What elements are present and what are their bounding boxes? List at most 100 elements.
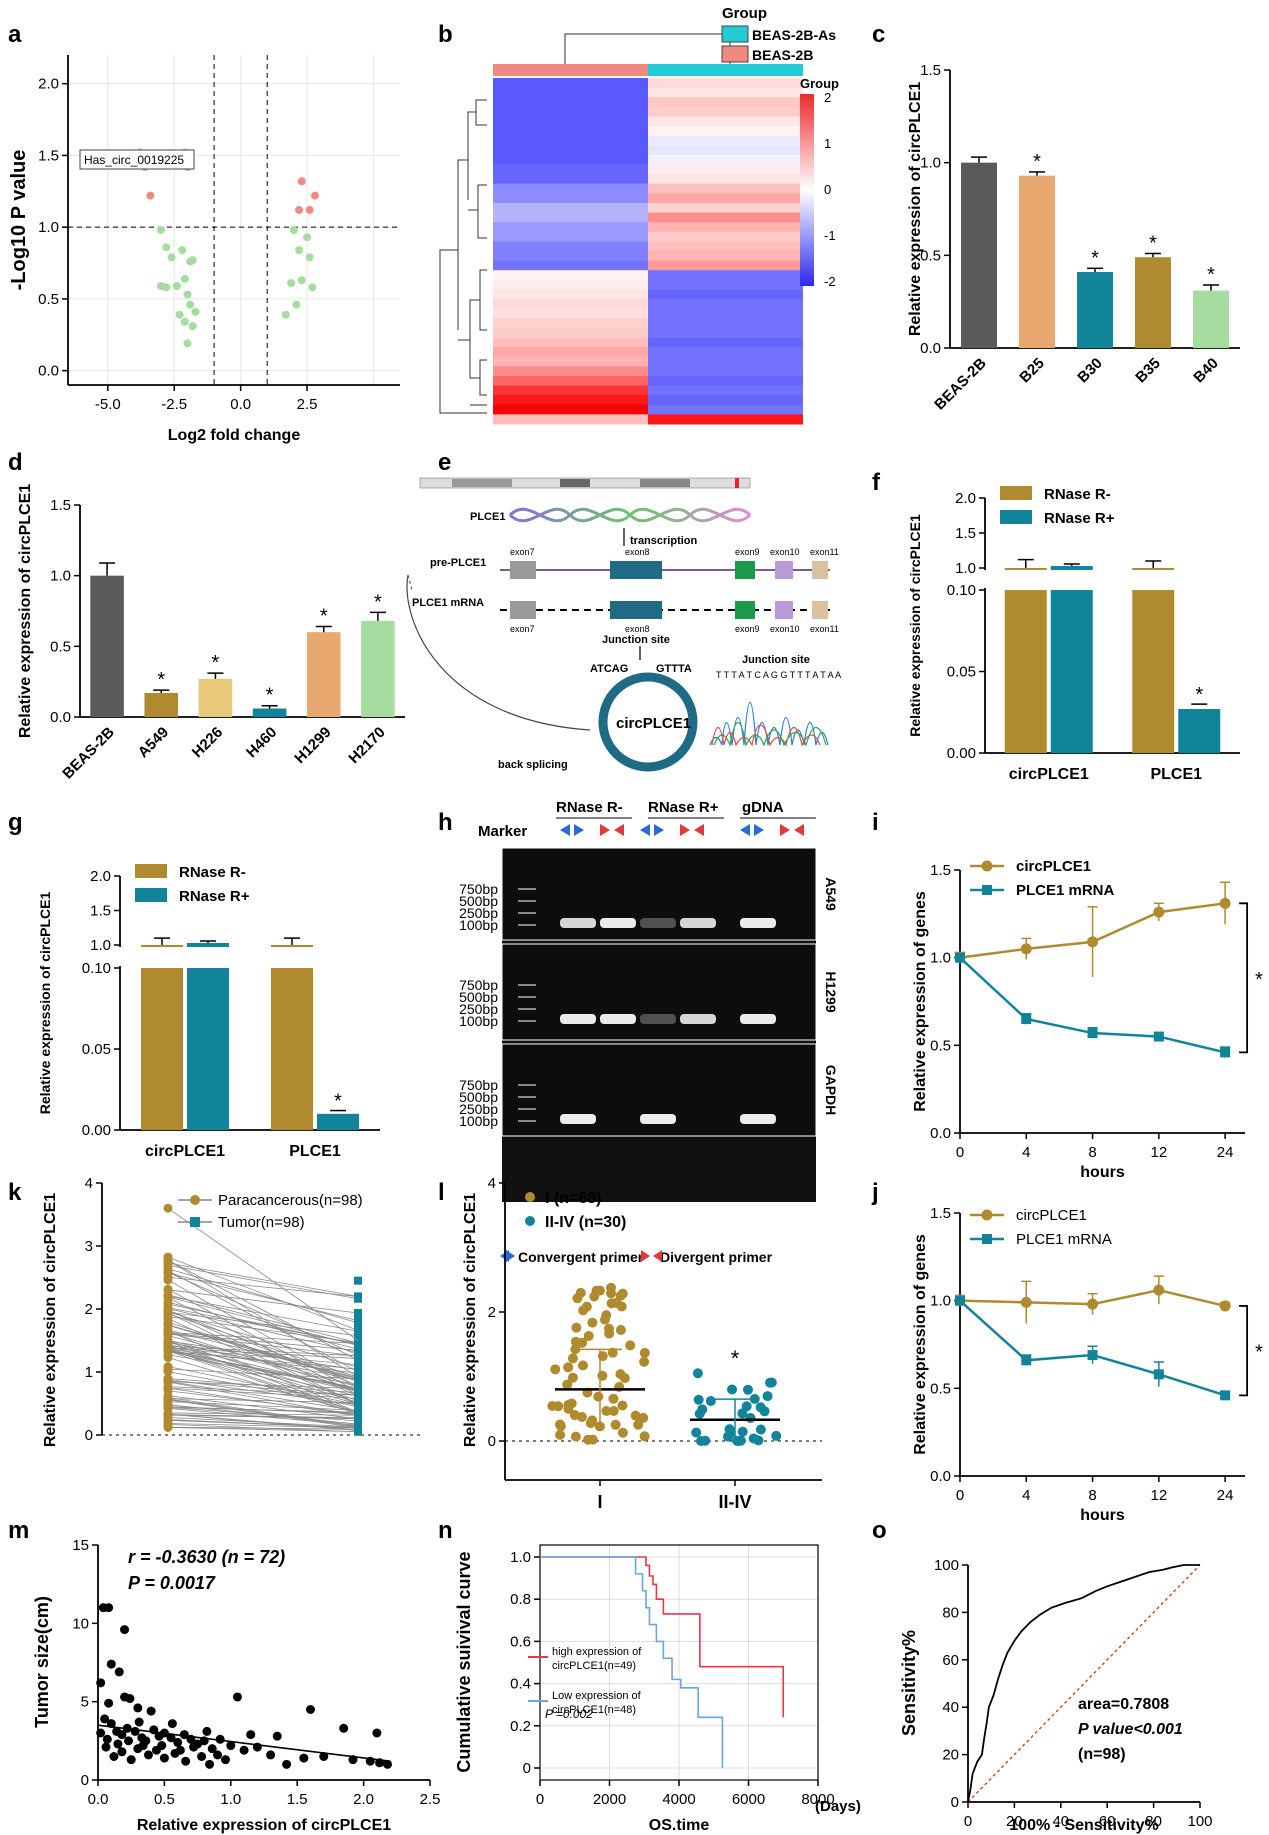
- data-point: [610, 1419, 621, 1430]
- pair-line: [167, 1399, 359, 1429]
- data-point: [96, 1728, 106, 1738]
- data-point: [630, 1410, 641, 1421]
- data-point: [606, 1282, 617, 1293]
- heatmap-cell: [493, 135, 648, 146]
- significance-star: *: [1149, 232, 1157, 254]
- y-tick-label: 0.8: [510, 1591, 531, 1608]
- pair-line: [167, 1272, 359, 1322]
- significance-star: *: [731, 1346, 740, 1371]
- paracancerous-point: [163, 1291, 173, 1301]
- arrow: [407, 574, 413, 591]
- heatmap-cell: [648, 174, 803, 185]
- sig-point: [146, 191, 155, 200]
- data-point: [124, 1736, 134, 1746]
- data-point: [608, 1393, 619, 1404]
- data-point: [1087, 936, 1099, 948]
- paracancerous-point: [163, 1275, 173, 1285]
- exon9: [735, 561, 755, 579]
- data-point: [232, 1692, 242, 1702]
- y-tick-label: 60: [942, 1652, 959, 1669]
- heatmap-cell: [648, 375, 803, 387]
- ladder-band: [518, 1020, 536, 1022]
- pair-line: [167, 1309, 359, 1386]
- sig-point: [297, 177, 306, 186]
- exon-label: exon10: [770, 624, 800, 634]
- heatmap-cell: [493, 395, 648, 406]
- heatmap-cell: [493, 145, 648, 156]
- data-point: [615, 1325, 626, 1336]
- x-tick-label: 4: [1022, 1144, 1030, 1161]
- legend-marker: [190, 1217, 200, 1227]
- pair-line: [167, 1316, 359, 1344]
- pair-line: [167, 1279, 359, 1389]
- heatmap-cell: [493, 97, 648, 108]
- cb-tick-m1: -1: [824, 228, 836, 243]
- bar: [198, 678, 233, 717]
- tumor-point: [354, 1308, 362, 1317]
- y-tick-label: 40: [942, 1699, 959, 1716]
- data-point: [197, 1752, 207, 1761]
- heatmap-cell: [648, 212, 803, 223]
- ladder-band: [518, 924, 536, 926]
- x-tick-label: 0: [964, 1813, 972, 1830]
- x-tick-label: 8000: [801, 1791, 834, 1808]
- y-tick-label: 0.05: [947, 664, 976, 681]
- data-point: [266, 1750, 276, 1760]
- ladder-band: [518, 996, 536, 998]
- y-tick-label: 100: [934, 1557, 959, 1574]
- data-point: [272, 1731, 282, 1741]
- data-point: [617, 1427, 628, 1438]
- data-point: [104, 1603, 114, 1613]
- x-tick-label: 24: [1217, 1487, 1234, 1504]
- tumor-point: [354, 1276, 362, 1285]
- legend-label: high expression of: [552, 1646, 642, 1658]
- ladder-band: [518, 1108, 536, 1110]
- significance-star: *: [1255, 1342, 1263, 1364]
- data-point: [755, 1424, 766, 1435]
- y-axis-label: Relative expression of circPLCE1: [42, 1193, 59, 1447]
- y-axis-label: Relative expression of circPLCE1: [37, 892, 53, 1115]
- gene-label: H1299: [823, 971, 839, 1012]
- pair-line: [167, 1401, 359, 1411]
- divergent-primer-icon: [680, 824, 690, 836]
- heatmap-cell: [493, 356, 648, 367]
- gel-band: [740, 1014, 776, 1024]
- paracancerous-point: [163, 1376, 173, 1386]
- y-tick-label: 0.0: [930, 1125, 951, 1142]
- data-point: [608, 1405, 619, 1416]
- pair-line: [167, 1414, 359, 1420]
- nonsig-point: [183, 290, 192, 299]
- data-point: [1020, 943, 1032, 955]
- pair-line: [167, 1347, 359, 1359]
- paracancerous-point: [163, 1309, 173, 1319]
- heatmap-cell: [648, 116, 803, 127]
- bp-label: 750bp: [459, 977, 498, 993]
- y-tick-label: 20: [942, 1747, 959, 1764]
- gel-band: [560, 1014, 596, 1024]
- data-point: [617, 1288, 628, 1299]
- tumor-point: [354, 1423, 362, 1432]
- y-tick-label: 4: [85, 1175, 93, 1192]
- group-bar-ctrl: [493, 64, 648, 76]
- y-axis-label: Relative expression of circPLCE1: [462, 1193, 479, 1447]
- legend-marker: [525, 1192, 535, 1202]
- nonsig-point: [295, 246, 304, 255]
- exon-label: exon8: [625, 547, 650, 557]
- nonsig-point: [178, 246, 187, 255]
- colorbar-title: Group: [800, 76, 839, 91]
- pair-line: [167, 1398, 359, 1428]
- x-tick-label: 2000: [593, 1791, 626, 1808]
- paracancerous-point: [163, 1203, 173, 1213]
- exon8: [610, 561, 662, 579]
- y-tick-label: 0.10: [82, 960, 111, 977]
- heatmap-cell: [493, 385, 648, 396]
- legend-convergent: Convergent primer: [518, 1249, 644, 1265]
- x-tick-label: I: [597, 1492, 602, 1512]
- x-tick-label: 0: [956, 1144, 964, 1161]
- data-point: [299, 1753, 309, 1763]
- y-tick-label: 1.0: [920, 155, 941, 172]
- data-point: [563, 1362, 574, 1373]
- significance-star: *: [1033, 151, 1041, 173]
- x-tick-label: 0: [536, 1791, 544, 1808]
- pair-line: [167, 1378, 359, 1406]
